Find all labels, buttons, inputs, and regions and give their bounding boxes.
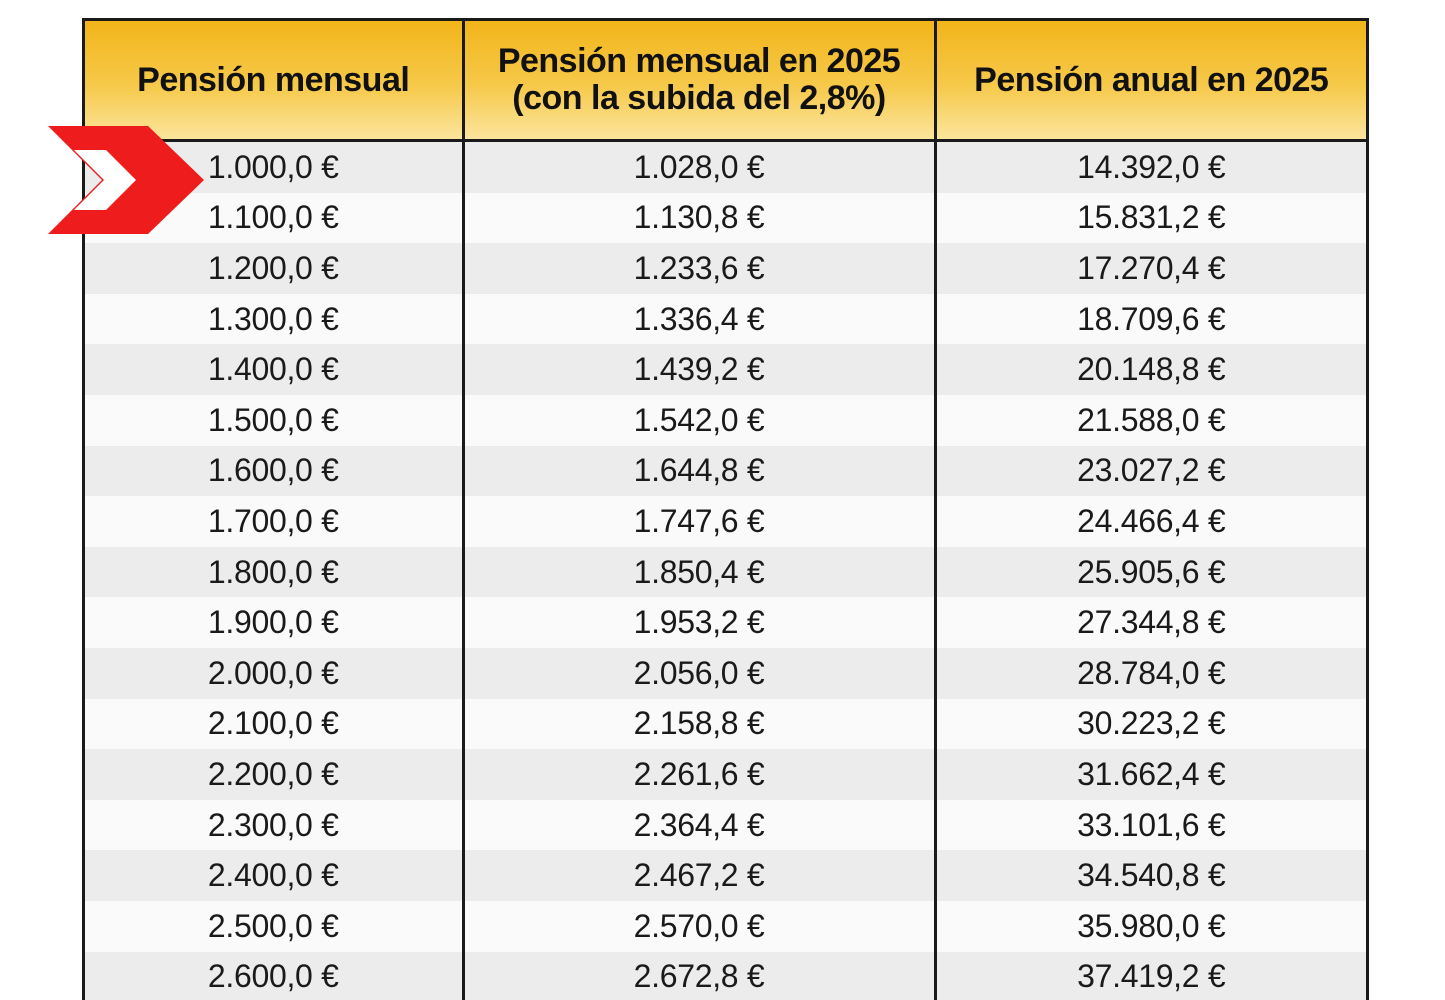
cell-annual-pension-2025: 28.784,0 € — [933, 647, 1366, 699]
table-row: 2.100,0 €2.158,8 €30.223,2 € — [85, 698, 1366, 750]
header-line: Pensión mensual en 2025 — [497, 42, 901, 80]
cell-monthly-pension-2025: 2.570,0 € — [461, 900, 935, 952]
cell-monthly-pension-2025: 2.672,8 € — [461, 951, 935, 1000]
cell-annual-pension-2025: 23.027,2 € — [933, 445, 1366, 497]
cell-annual-pension-2025: 30.223,2 € — [933, 698, 1366, 750]
table-row: 1.600,0 €1.644,8 €23.027,2 € — [85, 445, 1366, 497]
cell-monthly-pension-2025: 2.364,4 € — [461, 799, 935, 851]
table-row: 2.600,0 €2.672,8 €37.419,2 € — [85, 951, 1366, 1000]
cell-monthly-pension-2025: 1.747,6 € — [461, 496, 935, 547]
cell-annual-pension-2025: 31.662,4 € — [933, 749, 1366, 800]
cell-annual-pension-2025: 20.148,8 € — [933, 344, 1366, 395]
cell-monthly-pension: 1.500,0 € — [85, 394, 463, 446]
header-annual-pension-2025: Pensión anual en 2025 — [933, 21, 1366, 142]
cell-monthly-pension: 1.400,0 € — [85, 344, 463, 395]
cell-monthly-pension-2025: 1.644,8 € — [461, 445, 935, 497]
table-row: 1.700,0 €1.747,6 €24.466,4 € — [85, 496, 1366, 547]
cell-monthly-pension-2025: 1.850,4 € — [461, 546, 935, 598]
cell-monthly-pension: 1.300,0 € — [85, 293, 463, 345]
table-row: 1.500,0 €1.542,0 €21.588,0 € — [85, 394, 1366, 446]
cell-monthly-pension: 1.600,0 € — [85, 445, 463, 497]
table-header-row: Pensión mensual Pensión mensual en 2025 … — [85, 21, 1366, 142]
cell-monthly-pension-2025: 1.439,2 € — [461, 344, 935, 395]
table-row: 1.800,0 €1.850,4 €25.905,6 € — [85, 546, 1366, 598]
table-row: 1.000,0 €1.028,0 €14.392,0 € — [85, 140, 1366, 193]
table-row: 2.500,0 €2.570,0 €35.980,0 € — [85, 900, 1366, 952]
cell-annual-pension-2025: 34.540,8 € — [933, 850, 1366, 901]
table-body: 1.000,0 €1.028,0 €14.392,0 €1.100,0 €1.1… — [85, 140, 1366, 1000]
pension-table: Pensión mensual Pensión mensual en 2025 … — [85, 21, 1366, 1000]
cell-annual-pension-2025: 37.419,2 € — [933, 951, 1366, 1000]
cell-monthly-pension: 2.000,0 € — [85, 647, 463, 699]
table-row: 1.100,0 €1.130,8 €15.831,2 € — [85, 192, 1366, 244]
cell-annual-pension-2025: 21.588,0 € — [933, 394, 1366, 446]
table-row: 1.300,0 €1.336,4 €18.709,6 € — [85, 293, 1366, 345]
cell-monthly-pension-2025: 1.233,6 € — [461, 243, 935, 294]
table-row: 2.000,0 €2.056,0 €28.784,0 € — [85, 647, 1366, 699]
cell-monthly-pension: 1.800,0 € — [85, 546, 463, 598]
cell-monthly-pension-2025: 1.130,8 € — [461, 192, 935, 244]
table-row: 1.400,0 €1.439,2 €20.148,8 € — [85, 344, 1366, 395]
cell-monthly-pension-2025: 2.158,8 € — [461, 698, 935, 750]
header-line: Pensión anual en 2025 — [974, 60, 1329, 99]
cell-monthly-pension-2025: 1.336,4 € — [461, 293, 935, 345]
table-row: 1.200,0 €1.233,6 €17.270,4 € — [85, 243, 1366, 294]
cell-annual-pension-2025: 14.392,0 € — [933, 140, 1366, 193]
header-monthly-pension: Pensión mensual — [85, 21, 463, 142]
cell-annual-pension-2025: 35.980,0 € — [933, 900, 1366, 952]
cell-annual-pension-2025: 15.831,2 € — [933, 192, 1366, 244]
cell-monthly-pension: 2.100,0 € — [85, 698, 463, 750]
cell-monthly-pension: 2.200,0 € — [85, 749, 463, 800]
cell-monthly-pension: 2.600,0 € — [85, 951, 463, 1000]
header-line: Pensión mensual — [137, 60, 410, 99]
cell-annual-pension-2025: 33.101,6 € — [933, 799, 1366, 851]
cell-monthly-pension-2025: 1.542,0 € — [461, 394, 935, 446]
cell-monthly-pension: 1.900,0 € — [85, 597, 463, 648]
header-monthly-pension-2025: Pensión mensual en 2025 (con la subida d… — [461, 21, 935, 142]
cell-annual-pension-2025: 25.905,6 € — [933, 546, 1366, 598]
pension-table-container: Pensión mensual Pensión mensual en 2025 … — [82, 18, 1369, 1000]
cell-monthly-pension: 2.500,0 € — [85, 900, 463, 952]
header-line: (con la subida del 2,8%) — [512, 79, 886, 117]
cell-annual-pension-2025: 24.466,4 € — [933, 496, 1366, 547]
table-row: 2.200,0 €2.261,6 €31.662,4 € — [85, 749, 1366, 800]
cell-annual-pension-2025: 18.709,6 € — [933, 293, 1366, 345]
chevron-shape — [122, 126, 204, 234]
cell-annual-pension-2025: 27.344,8 € — [933, 597, 1366, 648]
chevron-gap — [74, 150, 136, 210]
cell-monthly-pension-2025: 2.056,0 € — [461, 647, 935, 699]
cell-monthly-pension-2025: 2.261,6 € — [461, 749, 935, 800]
cell-monthly-pension: 2.300,0 € — [85, 799, 463, 851]
cell-monthly-pension: 2.400,0 € — [85, 850, 463, 901]
double-chevron-right-icon — [48, 126, 204, 234]
cell-monthly-pension: 1.200,0 € — [85, 243, 463, 294]
cell-annual-pension-2025: 17.270,4 € — [933, 243, 1366, 294]
table-row: 1.900,0 €1.953,2 €27.344,8 € — [85, 597, 1366, 648]
cell-monthly-pension: 1.700,0 € — [85, 496, 463, 547]
table-row: 2.400,0 €2.467,2 €34.540,8 € — [85, 850, 1366, 901]
cell-monthly-pension-2025: 2.467,2 € — [461, 850, 935, 901]
cell-monthly-pension-2025: 1.028,0 € — [461, 140, 935, 193]
cell-monthly-pension-2025: 1.953,2 € — [461, 597, 935, 648]
table-row: 2.300,0 €2.364,4 €33.101,6 € — [85, 799, 1366, 851]
